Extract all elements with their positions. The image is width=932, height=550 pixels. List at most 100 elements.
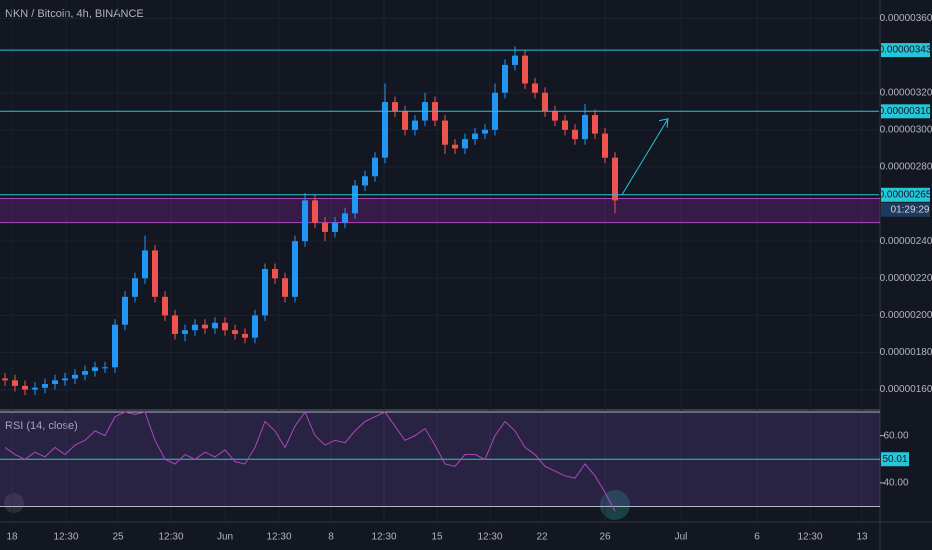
candle-body [552, 111, 558, 121]
level-tag [881, 187, 930, 202]
level-label: 0.00000343 [879, 45, 932, 56]
candle-body [292, 241, 298, 297]
countdown: 01:29:29 [891, 204, 930, 215]
candle-body [142, 250, 148, 279]
y-tick-label: 0.00000360 [880, 13, 932, 24]
y-tick-label: 0.00000220 [880, 273, 932, 284]
y-tick-label: 0.00000180 [880, 347, 932, 358]
rsi-tick-label: 40.00 [883, 478, 908, 489]
candle-body [392, 102, 398, 112]
x-tick-label: 26 [599, 532, 611, 543]
logo [4, 493, 24, 513]
x-tick-label: 25 [112, 532, 124, 543]
candle-body [212, 322, 218, 329]
candle-body [132, 278, 138, 297]
candle-body [582, 115, 588, 140]
x-tick-label: 12:30 [371, 532, 396, 543]
candle-body [232, 330, 238, 334]
candle-body [602, 133, 608, 158]
rsi-tick-label: 60.00 [883, 430, 908, 441]
candle-body [252, 315, 258, 338]
y-tick-label: 0.00000300 [880, 125, 932, 136]
x-tick-label: 12:30 [53, 532, 78, 543]
candle-body [372, 157, 378, 177]
candle-body [242, 333, 248, 338]
x-tick-label: 18 [6, 532, 18, 543]
arrow [621, 118, 669, 196]
candle-body [92, 367, 98, 372]
candle-body [472, 133, 478, 140]
y-tick-label: 0.00000320 [880, 87, 932, 98]
candle-body [322, 222, 328, 232]
candle-body [332, 222, 338, 232]
candle-body [192, 324, 198, 331]
chart-title: NKN / Bitcoin, 4h, BINANCE [5, 8, 144, 20]
candle-body [462, 139, 468, 149]
candle-body [162, 296, 168, 316]
rsi-line [4, 410, 616, 512]
candle-body [262, 269, 268, 316]
level-label: 0.00000310 [879, 106, 932, 117]
x-tick-label: 8 [328, 532, 334, 543]
candle-body [112, 324, 118, 368]
candle-body [302, 200, 308, 242]
candle-body [412, 120, 418, 130]
y-tick-label: 0.00000200 [880, 310, 932, 321]
candle-body [32, 387, 38, 390]
candle-body [502, 64, 508, 93]
x-tick-label: 15 [431, 532, 443, 543]
x-tick-label: 6 [754, 532, 760, 543]
zone [0, 198, 880, 223]
candle-body [202, 324, 208, 329]
candle-body [42, 384, 48, 388]
rsi-level-tag [881, 452, 909, 467]
candle-body [382, 102, 388, 158]
candle-body [272, 269, 278, 279]
candle-body [62, 378, 68, 381]
x-tick-label: 12:30 [477, 532, 502, 543]
candle-body [82, 371, 88, 375]
candle-body [532, 83, 538, 93]
candle-body [542, 92, 548, 112]
candle-body [362, 176, 368, 186]
candle-body [102, 367, 108, 369]
candle-body [342, 213, 348, 223]
candle-body [22, 385, 28, 390]
candle-body [612, 157, 618, 201]
candle-body [172, 315, 178, 334]
candle-body [182, 330, 188, 334]
arrow-head [658, 118, 669, 128]
candle-body [562, 120, 568, 130]
y-tick-label: 0.00000160 [880, 384, 932, 395]
candle-body [282, 278, 288, 297]
y-tick-label: 0.00000240 [880, 236, 932, 247]
level-label: 0.00000265 [879, 189, 932, 200]
x-tick-label: Jul [675, 532, 688, 543]
candle-body [592, 115, 598, 134]
x-tick-label: 12:30 [158, 532, 183, 543]
candle-body [442, 120, 448, 145]
x-tick-label: 12:30 [797, 532, 822, 543]
y-tick-label: 0.00000280 [880, 162, 932, 173]
candle-body [522, 55, 528, 84]
candle-body [122, 296, 128, 325]
candle-body [52, 380, 58, 385]
candle-body [12, 380, 18, 386]
countdown-tag [881, 202, 930, 217]
x-tick-label: 13 [856, 532, 868, 543]
rsi-title: RSI (14, close) [5, 420, 78, 432]
candle-body [2, 378, 8, 381]
candle-body [312, 200, 318, 223]
candle-body [152, 250, 158, 297]
x-tick-label: 12:30 [266, 532, 291, 543]
candle-body [402, 111, 408, 130]
level-tag [881, 104, 930, 119]
candle-body [512, 55, 518, 65]
rsi-level-label: 50.01 [882, 454, 907, 465]
candle-body [452, 144, 458, 149]
candle-body [572, 129, 578, 140]
x-tick-label: Jun [217, 532, 233, 543]
candle-body [222, 322, 228, 331]
candle-body [482, 129, 488, 134]
